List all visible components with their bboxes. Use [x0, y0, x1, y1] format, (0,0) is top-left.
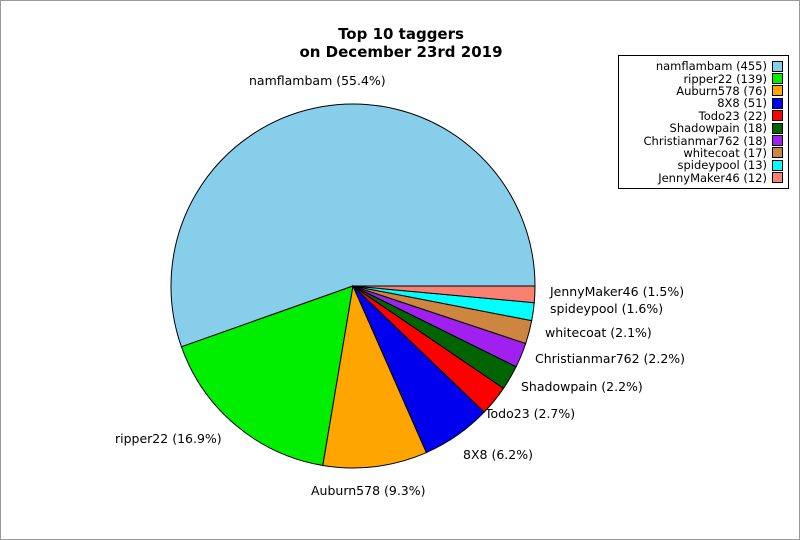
- legend-item-label: Auburn578 (76): [676, 83, 767, 98]
- legend-item[interactable]: spideypool (13): [623, 159, 783, 171]
- legend-color-swatch: [772, 135, 783, 147]
- chart-legend: namflambam (455) ripper22 (139) Auburn578 …: [618, 55, 789, 189]
- legend-item-label: namflambam (455): [655, 59, 767, 74]
- legend-color-swatch: [772, 172, 783, 184]
- legend-item[interactable]: Christianmar762 (18): [623, 133, 783, 148]
- legend-item-label: 8X8 (51): [717, 96, 767, 111]
- pie-slice-label: Auburn578 (9.3%): [311, 483, 426, 498]
- pie-slice-label: spideypool (1.6%): [550, 301, 663, 316]
- pie-slice-label: Todo23 (2.7%): [484, 406, 575, 421]
- legend-item[interactable]: ripper22 (139): [623, 71, 783, 86]
- legend-item-label: Shadowpain (18): [669, 121, 767, 136]
- legend-item-label: JennyMaker46 (12): [658, 170, 767, 185]
- legend-item-label: whitecoat (17): [683, 145, 767, 160]
- pie-slice-label: namflambam (55.4%): [249, 73, 386, 88]
- legend-item[interactable]: namflambam (455): [623, 60, 783, 72]
- pie-slice[interactable]: [180, 285, 354, 467]
- legend-item[interactable]: Auburn578 (76): [623, 85, 783, 97]
- legend-color-swatch: [772, 85, 783, 97]
- legend-color-swatch: [772, 73, 783, 85]
- legend-item-label: spideypool (13): [677, 158, 768, 173]
- pie-slices: [170, 103, 536, 469]
- legend-item[interactable]: Todo23 (22): [623, 110, 783, 122]
- pie-slice-label: whitecoat (2.1%): [545, 325, 652, 340]
- legend-color-swatch: [772, 122, 783, 134]
- title-line-2: on December 23rd 2019: [299, 43, 503, 61]
- legend-color-swatch: [772, 97, 783, 109]
- pie-slice-label: 8X8 (6.2%): [463, 447, 533, 462]
- legend-color-swatch: [772, 147, 783, 159]
- legend-color-swatch: [772, 159, 783, 171]
- title-line-1: Top 10 taggers: [338, 25, 464, 43]
- pie-slice[interactable]: [170, 103, 536, 348]
- pie-slice[interactable]: [322, 284, 428, 469]
- legend-item-label: ripper22 (139): [683, 71, 767, 86]
- pie-slice-label: JennyMaker46 (1.5%): [549, 284, 684, 299]
- legend-item-label: Todo23 (22): [698, 108, 767, 123]
- page-title: Top 10 taggers on December 23rd 2019: [1, 7, 799, 79]
- pie-slice-labels: namflambam (55.4%) ripper22 (16.9%) Auburn…: [115, 73, 685, 498]
- legend-item[interactable]: Shadowpain (18): [623, 122, 783, 134]
- pie-slice[interactable]: [352, 285, 536, 304]
- legend-item[interactable]: 8X8 (51): [623, 97, 783, 109]
- pie-slice-label: Christianmar762 (2.2%): [535, 351, 685, 366]
- legend-item[interactable]: JennyMaker46 (12): [623, 172, 783, 184]
- pie-slice-label: Shadowpain (2.2%): [521, 379, 643, 394]
- legend-item[interactable]: whitecoat (17): [623, 147, 783, 159]
- legend-color-swatch: [772, 60, 783, 72]
- legend-item-label: Christianmar762 (18): [643, 133, 767, 148]
- pie-slice-label: ripper22 (16.9%): [115, 431, 222, 446]
- legend-color-swatch: [772, 110, 783, 122]
